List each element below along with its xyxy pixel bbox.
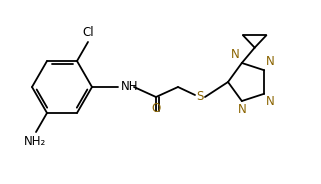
Text: NH₂: NH₂ <box>24 135 46 148</box>
Text: N: N <box>238 103 246 116</box>
Text: N: N <box>266 55 275 68</box>
Text: N: N <box>231 48 240 61</box>
Text: N: N <box>266 95 275 108</box>
Text: S: S <box>196 91 204 103</box>
Text: NH: NH <box>121 81 138 93</box>
Text: Cl: Cl <box>82 26 94 39</box>
Text: O: O <box>152 102 160 115</box>
